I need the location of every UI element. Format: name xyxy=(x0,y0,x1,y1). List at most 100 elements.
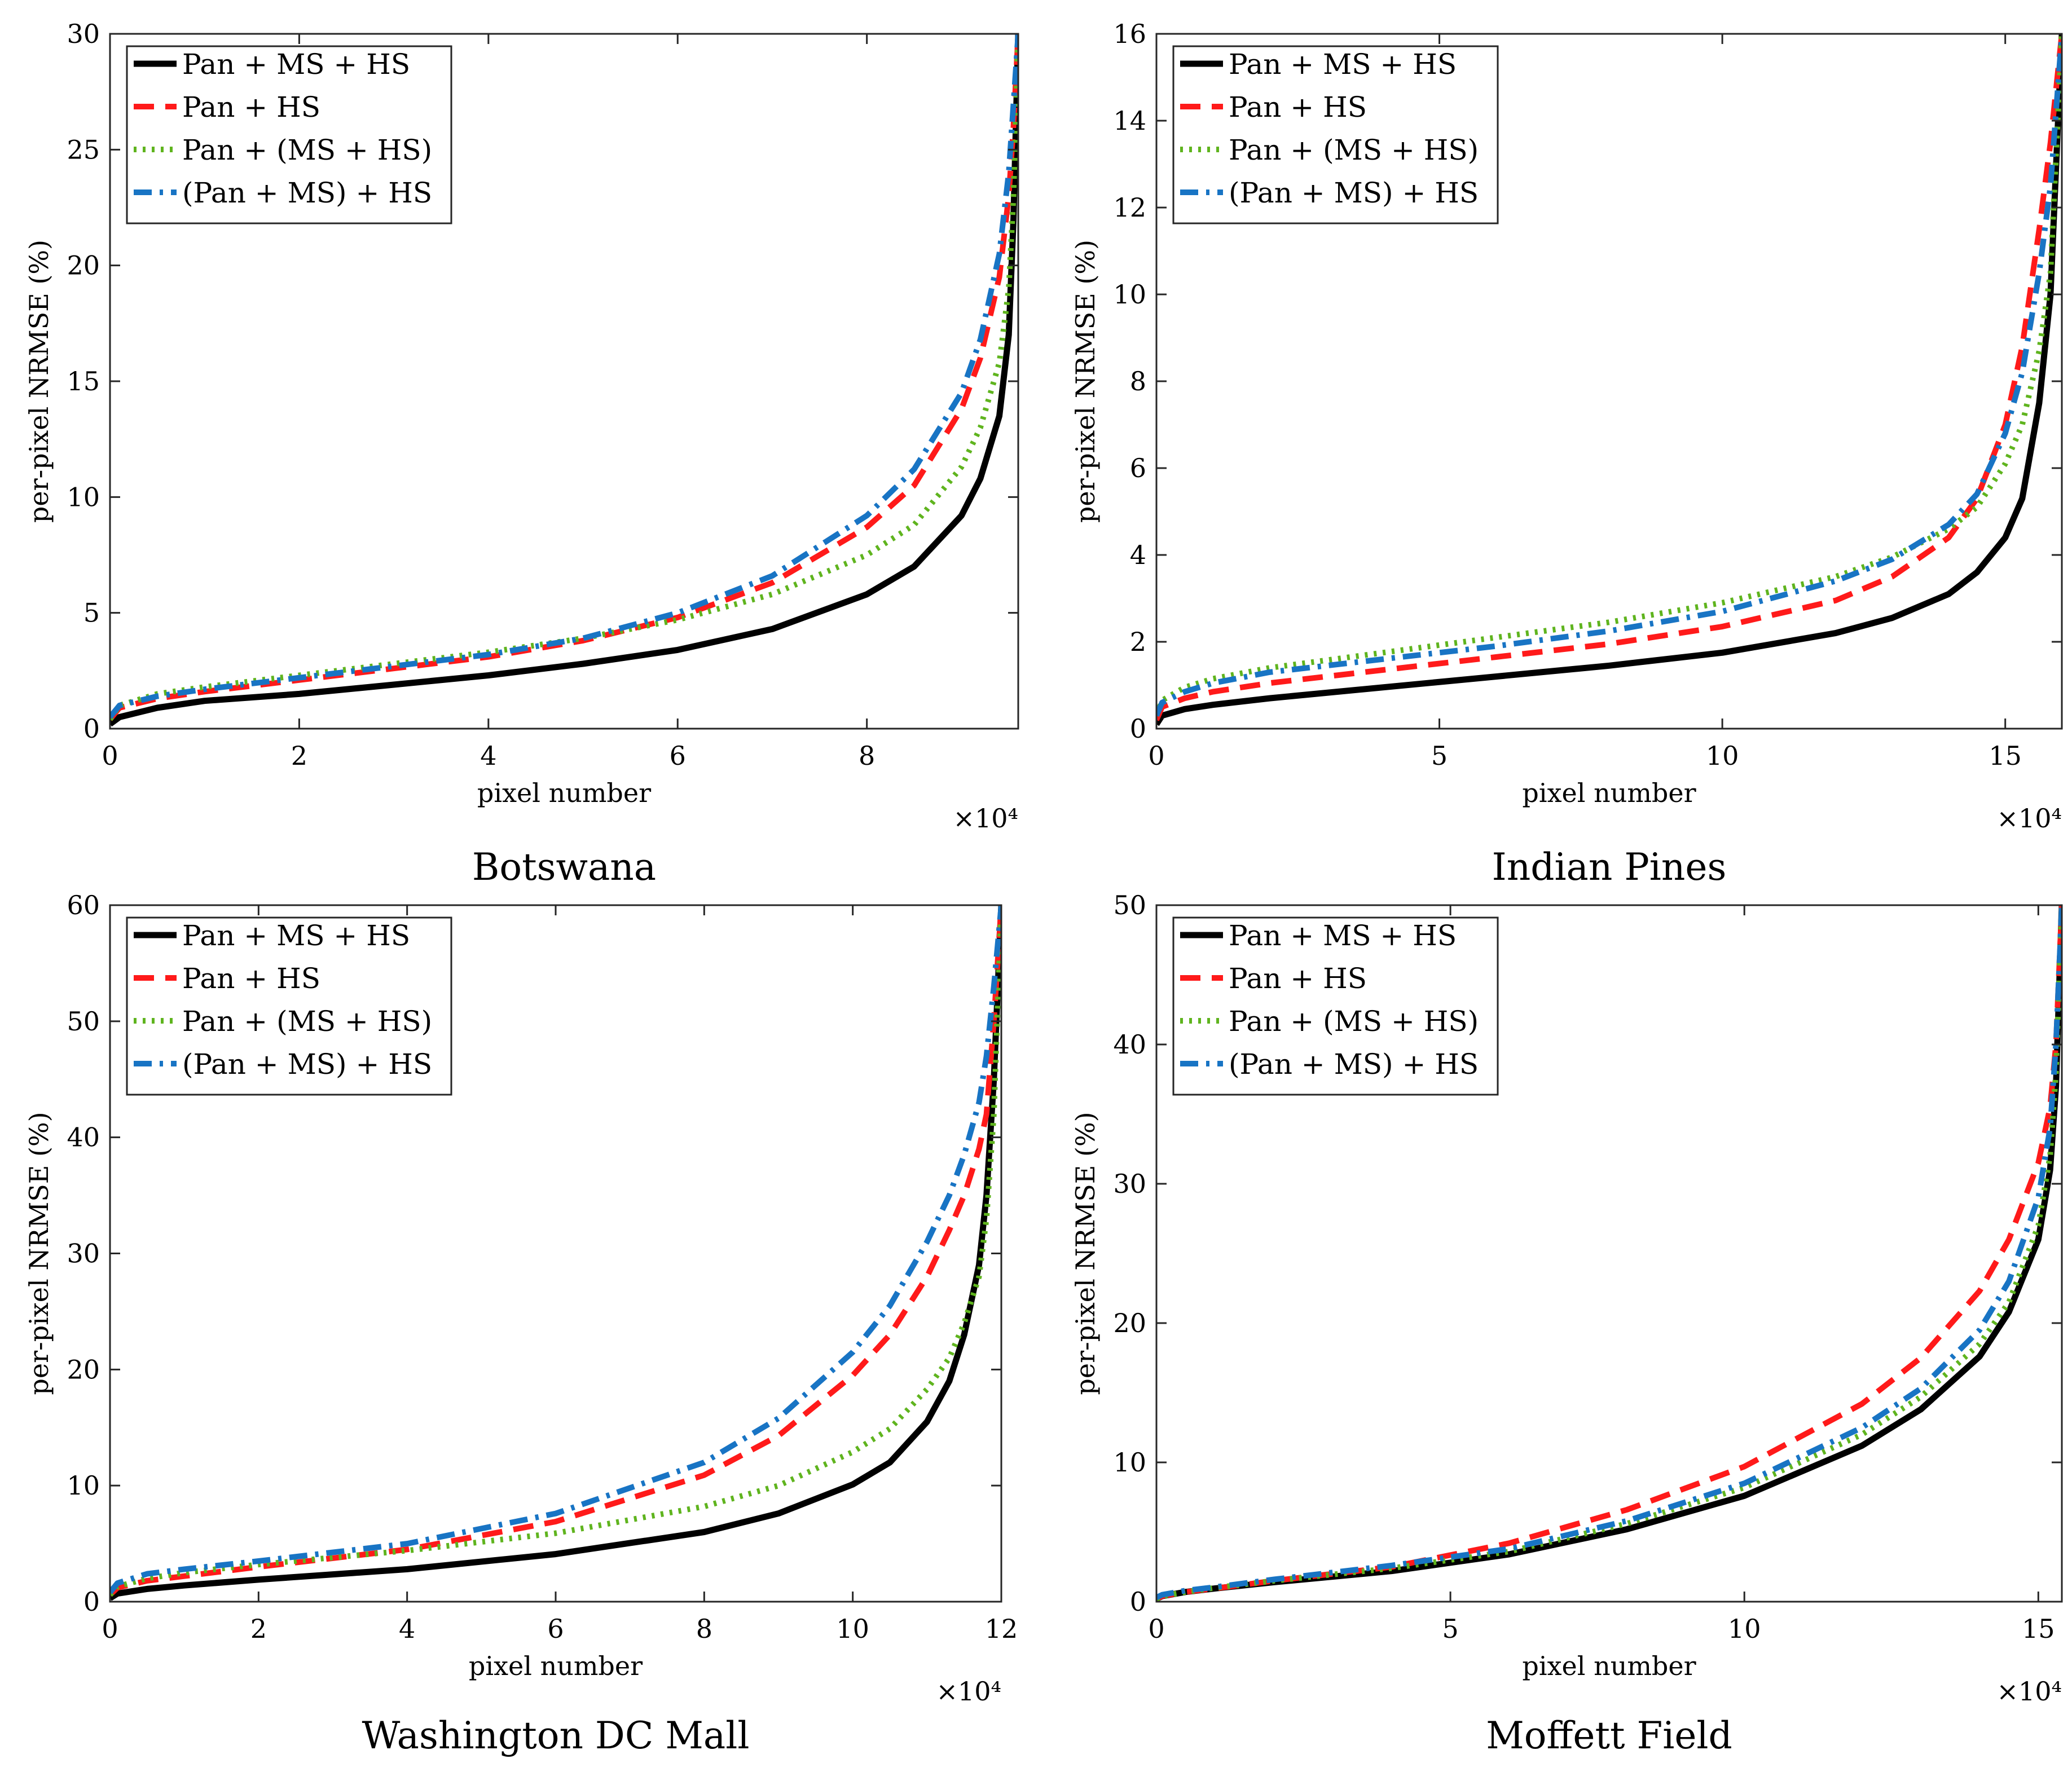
legend-entry-1: Pan + MS + HS xyxy=(182,48,410,81)
panel-title: Moffett Field xyxy=(1486,1714,1732,1757)
x-tick-label: 10 xyxy=(1728,1614,1761,1644)
chart-panel-1: 0 5 10 15 0 2 4 6 8 10 12 14 16 pixel number per-pixel… xyxy=(1070,19,2063,889)
y-tick-label: 8 xyxy=(1130,366,1146,396)
y-tick-label: 50 xyxy=(67,1006,100,1037)
y-tick-label: 30 xyxy=(67,19,100,49)
series-line-4 xyxy=(110,905,1001,1594)
y-tick-label: 5 xyxy=(83,598,100,628)
series-line-1 xyxy=(1156,34,2062,726)
legend-entry-2: Pan + HS xyxy=(1229,962,1367,995)
series-line-2 xyxy=(110,905,1001,1597)
chart-panel-0: 0 2 4 6 8 0 5 10 15 20 25 30 pixel number per-pixel N… xyxy=(24,19,1019,889)
x-tick-label: 8 xyxy=(696,1614,712,1644)
legend-box xyxy=(126,45,452,224)
panel-title: Washington DC Mall xyxy=(362,1714,750,1757)
x-exponent-label: ×10⁴ xyxy=(1996,1676,2062,1707)
legend: Pan + MS + HS Pan + HS Pan + (MS + HS) (Pan… xyxy=(126,45,452,224)
x-tick-label: 6 xyxy=(670,740,686,771)
x-tick-label: 0 xyxy=(102,1614,118,1644)
axes-frame xyxy=(1155,904,2063,1603)
legend-entry-3: Pan + (MS + HS) xyxy=(1229,134,1479,166)
y-tick-label: 12 xyxy=(1113,192,1146,223)
y-tick-label: 10 xyxy=(67,1470,100,1501)
y-tick-label: 6 xyxy=(1130,453,1146,483)
x-tick-label: 6 xyxy=(547,1614,564,1644)
x-tick-label: 4 xyxy=(480,740,496,771)
x-tick-label: 5 xyxy=(1431,740,1448,771)
legend: Pan + MS + HS Pan + HS Pan + (MS + HS) (Pan… xyxy=(1172,916,1499,1096)
legend-box xyxy=(1172,916,1499,1096)
x-axis-label: pixel number xyxy=(469,1651,643,1681)
y-tick-label: 0 xyxy=(83,713,100,744)
series-line-3 xyxy=(110,905,1001,1597)
y-tick-label: 60 xyxy=(67,890,100,920)
panel-title: Indian Pines xyxy=(1492,845,1727,889)
legend-entry-3: Pan + (MS + HS) xyxy=(182,1005,432,1038)
x-axis-label: pixel number xyxy=(1522,1651,1696,1681)
series-line-4 xyxy=(1156,34,2062,717)
legend-entry-2: Pan + HS xyxy=(1229,91,1367,124)
x-tick-label: 10 xyxy=(1706,740,1739,771)
y-tick-label: 50 xyxy=(1113,890,1146,920)
y-tick-label: 16 xyxy=(1113,19,1146,49)
y-axis-label: per-pixel NRMSE (%) xyxy=(24,240,54,523)
y-tick-label: 15 xyxy=(67,366,100,396)
legend-entry-4: (Pan + MS) + HS xyxy=(1229,1048,1479,1081)
y-tick-label: 2 xyxy=(1130,627,1146,657)
panel-title: Botswana xyxy=(472,845,656,889)
x-tick-label: 10 xyxy=(836,1614,869,1644)
y-tick-label: 40 xyxy=(67,1122,100,1153)
legend-entry-2: Pan + HS xyxy=(182,91,320,124)
legend-entry-1: Pan + MS + HS xyxy=(1229,919,1457,952)
x-tick-label: 0 xyxy=(102,740,118,771)
legend-entry-1: Pan + MS + HS xyxy=(182,919,410,952)
x-exponent-label: ×10⁴ xyxy=(936,1676,1001,1707)
legend: Pan + MS + HS Pan + HS Pan + (MS + HS) (Pan… xyxy=(1172,45,1499,224)
y-tick-label: 4 xyxy=(1130,540,1146,570)
legend-box xyxy=(1172,45,1499,224)
x-tick-label: 5 xyxy=(1442,1614,1458,1644)
y-tick-label: 20 xyxy=(67,250,100,281)
legend-entry-3: Pan + (MS + HS) xyxy=(1229,1005,1479,1038)
y-tick-label: 20 xyxy=(67,1354,100,1385)
legend-entry-4: (Pan + MS) + HS xyxy=(182,1048,432,1081)
x-tick-label: 8 xyxy=(859,740,875,771)
series-line-4 xyxy=(1156,905,2062,1601)
legend-box xyxy=(126,916,452,1096)
legend-entry-4: (Pan + MS) + HS xyxy=(182,177,432,209)
x-axis-label: pixel number xyxy=(477,778,651,808)
legend-entry-3: Pan + (MS + HS) xyxy=(182,134,432,166)
y-axis-label: per-pixel NRMSE (%) xyxy=(1070,1112,1101,1395)
legend-entry-4: (Pan + MS) + HS xyxy=(1229,177,1479,209)
legend: Pan + MS + HS Pan + HS Pan + (MS + HS) (Pan… xyxy=(126,916,452,1096)
x-tick-label: 0 xyxy=(1148,1614,1164,1644)
chart-panel-2: 0 2 4 6 8 10 12 0 10 20 30 40 50 60 pixel number per-pi… xyxy=(24,890,1018,1757)
legend-entry-1: Pan + MS + HS xyxy=(1229,48,1457,81)
y-tick-label: 10 xyxy=(1113,279,1146,310)
y-tick-label: 10 xyxy=(67,482,100,512)
x-exponent-label: ×10⁴ xyxy=(953,803,1018,834)
series-line-1 xyxy=(110,34,1018,727)
y-tick-label: 20 xyxy=(1113,1308,1146,1338)
y-tick-label: 14 xyxy=(1113,105,1146,136)
x-axis-label: pixel number xyxy=(1522,778,1696,808)
y-axis-label: per-pixel NRMSE (%) xyxy=(1070,240,1101,523)
x-tick-label: 0 xyxy=(1148,740,1164,771)
legend-entry-2: Pan + HS xyxy=(182,962,320,995)
x-tick-label: 2 xyxy=(291,740,307,771)
x-tick-label: 15 xyxy=(1989,740,2022,771)
y-tick-label: 40 xyxy=(1113,1029,1146,1060)
y-tick-label: 30 xyxy=(1113,1169,1146,1199)
y-tick-label: 0 xyxy=(1130,713,1146,744)
y-tick-label: 0 xyxy=(83,1586,100,1617)
y-tick-label: 0 xyxy=(1130,1586,1146,1617)
series-line-2 xyxy=(1156,34,2062,721)
x-tick-label: 15 xyxy=(2022,1614,2055,1644)
y-tick-label: 25 xyxy=(67,134,100,165)
y-tick-label: 10 xyxy=(1113,1447,1146,1478)
x-tick-label: 12 xyxy=(985,1614,1018,1644)
series-line-1 xyxy=(110,905,1001,1601)
y-tick-label: 30 xyxy=(67,1238,100,1269)
chart-panel-3: 0 5 10 15 0 10 20 30 40 50 pixel number per-pixel N… xyxy=(1070,890,2063,1757)
